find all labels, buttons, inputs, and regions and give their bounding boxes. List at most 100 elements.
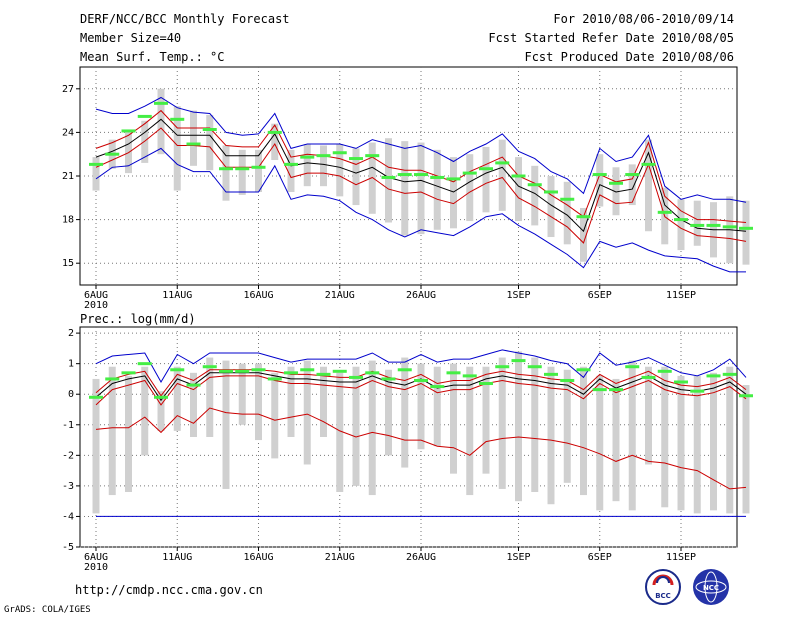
ensemble-box — [368, 360, 376, 496]
ensemble-box — [157, 391, 165, 431]
ensemble-box — [531, 357, 539, 492]
observed-marker — [284, 371, 298, 375]
ensemble-box — [141, 120, 149, 163]
ncc-logo: NCC — [693, 569, 729, 605]
observed-marker — [511, 359, 526, 363]
ensemble-box — [580, 366, 587, 496]
observed-marker — [576, 368, 591, 372]
ensemble-box — [498, 139, 506, 211]
observed-marker — [202, 127, 217, 131]
observed-marker — [251, 165, 266, 169]
observed-marker — [625, 365, 640, 369]
observed-marker — [267, 377, 282, 381]
ensemble-box — [255, 363, 262, 441]
observed-marker — [300, 155, 315, 159]
member-size-label: Member Size=40 — [80, 31, 182, 45]
y-tick-label: -2 — [62, 450, 74, 461]
observed-marker — [137, 362, 152, 366]
envelope-max-line — [95, 96, 747, 203]
ensemble-box — [385, 369, 392, 456]
observed-marker — [219, 167, 233, 171]
ensemble-box — [271, 372, 279, 459]
forecast-period-label: For 2010/08/06-2010/09/14 — [553, 12, 734, 26]
ensemble-box — [482, 366, 490, 474]
ensemble-box — [433, 366, 441, 447]
observed-marker — [170, 117, 185, 121]
observed-marker — [592, 173, 607, 177]
observed-marker — [414, 378, 428, 382]
observed-marker — [121, 371, 136, 375]
ensemble-box — [547, 176, 555, 238]
observed-marker — [316, 372, 331, 376]
observed-marker — [657, 210, 672, 214]
ensemble-box — [645, 139, 652, 232]
observed-marker — [544, 190, 558, 194]
observed-marker — [154, 395, 168, 399]
observed-marker — [690, 389, 705, 393]
fcst-started-label: Fcst Started Refer Date 2010/08/05 — [488, 31, 734, 45]
ensemble-box — [271, 123, 279, 161]
ensemble-box — [401, 357, 409, 468]
observed-marker — [267, 130, 282, 134]
ensemble-box — [596, 375, 604, 511]
upper-band-line — [95, 369, 747, 397]
observed-marker — [105, 152, 120, 156]
ensemble-box — [531, 165, 539, 226]
y-tick-label: 15 — [62, 258, 74, 269]
observed-marker — [560, 197, 575, 201]
grads-credit: GrADS: COLA/IGES — [4, 605, 91, 615]
y-tick-label: -3 — [62, 481, 74, 492]
ensemble-box — [352, 148, 360, 206]
ensemble-box — [466, 154, 474, 222]
ensemble-box — [466, 366, 474, 496]
observed-marker — [332, 151, 347, 155]
ensemble-box — [515, 157, 522, 222]
ensemble-box — [498, 357, 506, 489]
ensemble-box — [547, 366, 555, 505]
observed-marker — [446, 371, 461, 375]
year-label: 2010 — [84, 562, 108, 573]
x-tick-label: 11AUG — [162, 552, 192, 563]
fcst-produced-label: Fcst Produced Date 2010/08/06 — [524, 50, 734, 64]
ensemble-box — [368, 142, 376, 214]
ensemble-box — [596, 154, 604, 207]
source-url: http://cmdp.ncc.cma.gov.cn — [75, 583, 263, 597]
ensemble-box — [515, 351, 522, 502]
ncc-logo-text: NCC — [703, 584, 719, 592]
observed-marker — [641, 375, 656, 379]
x-tick-label: 16AUG — [243, 290, 273, 301]
ensemble-box — [580, 207, 587, 262]
envelope-max-line — [95, 349, 747, 384]
ensemble-box — [173, 106, 181, 191]
observed-marker — [609, 181, 623, 185]
observed-marker — [89, 162, 103, 166]
observed-marker — [609, 388, 623, 392]
bcc-logo: BCC — [645, 569, 681, 605]
ensemble-box — [238, 363, 246, 425]
observed-marker — [462, 171, 477, 175]
ensemble-box — [190, 372, 197, 437]
ensemble-box — [417, 363, 425, 450]
ensemble-box — [238, 149, 246, 195]
ensemble-box — [303, 144, 311, 187]
observed-marker — [154, 101, 168, 105]
observed-marker — [332, 369, 347, 373]
ensemble-box — [450, 363, 457, 474]
ensemble-box — [92, 378, 100, 514]
observed-marker — [511, 174, 526, 178]
observed-marker — [89, 395, 103, 399]
observed-marker — [544, 372, 558, 376]
ensemble-box — [222, 360, 230, 489]
ensemble-box — [693, 200, 701, 246]
ensemble-box — [450, 157, 457, 229]
ensemble-box — [92, 157, 100, 191]
y-tick-label: 21 — [62, 171, 74, 182]
x-tick-label: 26AUG — [406, 552, 436, 563]
ensemble-box — [628, 360, 636, 511]
observed-marker — [365, 154, 380, 158]
x-tick-label: 6AUG — [84, 290, 108, 301]
ensemble-box — [563, 181, 571, 245]
observed-marker — [349, 157, 363, 161]
ensemble-box — [190, 110, 197, 166]
observed-marker — [397, 368, 412, 372]
